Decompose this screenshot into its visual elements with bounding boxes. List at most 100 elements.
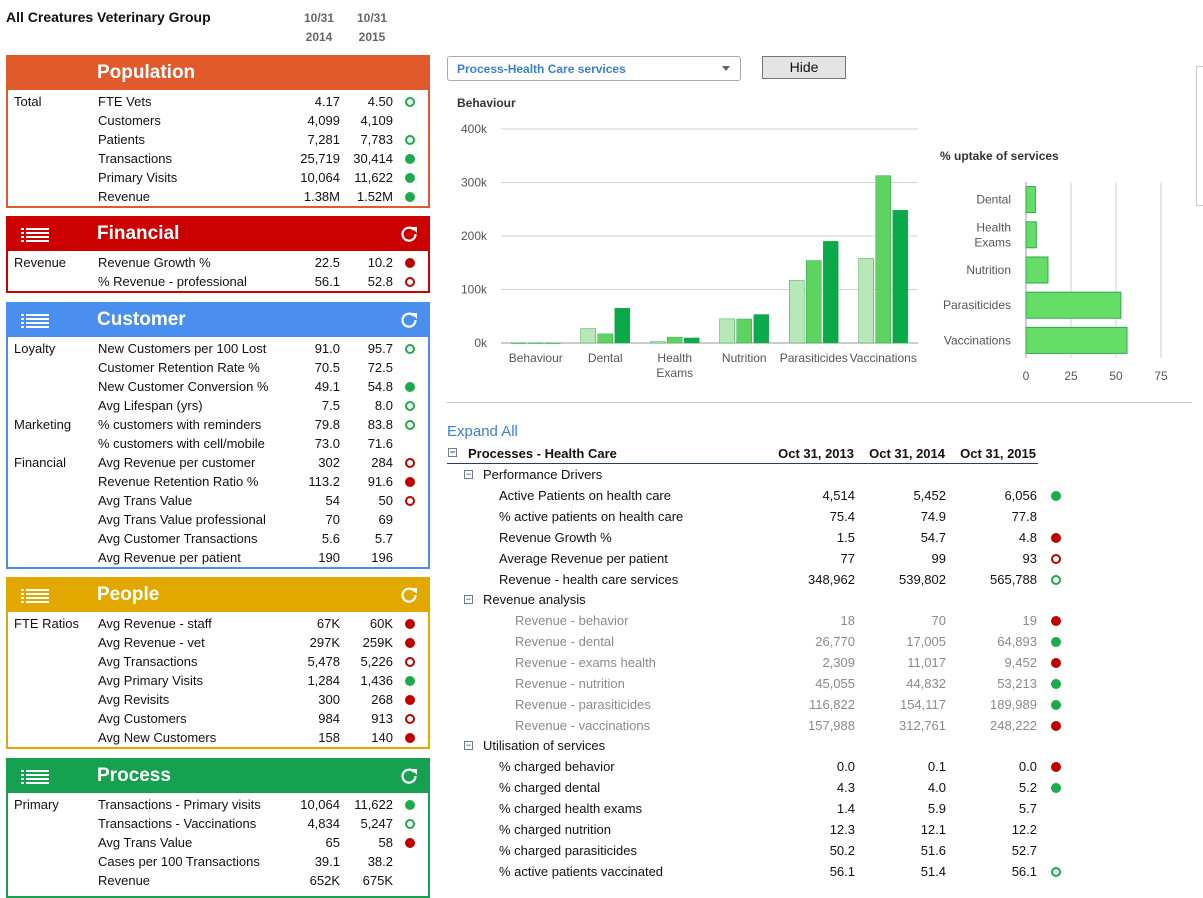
bar[interactable]	[528, 342, 544, 344]
bar[interactable]	[806, 260, 822, 344]
bar[interactable]	[650, 341, 666, 344]
refresh-icon[interactable]	[400, 311, 418, 329]
kpi-value-2014: 300	[318, 692, 340, 707]
kpi-value-2015: 58	[378, 835, 393, 850]
bar[interactable]	[545, 342, 561, 344]
collapse-icon[interactable]: −	[464, 740, 473, 750]
hide-button[interactable]: Hide	[762, 56, 846, 79]
bar[interactable]	[1025, 186, 1036, 214]
y-tick-label: 100k	[461, 283, 488, 297]
kpi-value-2014: 652K	[309, 873, 340, 888]
kpi-label: Avg Trans Value	[98, 835, 193, 850]
refresh-icon[interactable]	[400, 767, 418, 785]
kpi-value-2015: 52.8	[367, 274, 393, 289]
bar[interactable]	[1025, 291, 1122, 319]
kpi-value-2015: 268	[371, 692, 393, 707]
panel-title: Financial	[97, 223, 180, 244]
section-title: Revenue analysis	[483, 592, 586, 607]
status-indicator-icon	[405, 695, 415, 705]
table-row: Revenue - health care services 348,962 539…	[447, 569, 1067, 590]
row-label: % charged parasiticides	[499, 843, 638, 858]
collapse-icon[interactable]: −	[464, 594, 473, 604]
cell-value: 75.4	[829, 509, 855, 524]
row-label: Revenue - nutrition	[515, 676, 625, 691]
bar[interactable]	[823, 241, 839, 344]
kpi-label: Avg Transactions	[98, 654, 198, 669]
kpi-row: Avg Trans Value professional 70 69	[8, 510, 428, 529]
kpi-value-2014: 7.5	[321, 398, 340, 413]
cell-value: 44,832	[906, 676, 946, 691]
bar[interactable]	[719, 318, 735, 344]
list-menu-icon[interactable]	[21, 589, 49, 603]
kpi-label: Cases per 100 Transactions	[98, 854, 260, 869]
bar[interactable]	[580, 328, 596, 344]
kpi-row: Primary Transactions - Primary visits 10,0…	[8, 795, 428, 814]
status-indicator-icon	[405, 344, 415, 354]
table-row: Revenue - nutrition 45,055 44,832 53,213	[447, 673, 1067, 694]
bar[interactable]	[614, 308, 630, 344]
bar[interactable]	[736, 318, 752, 344]
kpi-label: Avg Trans Value professional	[98, 512, 266, 527]
table-row: Average Revenue per patient 77 99 93	[447, 548, 1067, 569]
bar[interactable]	[597, 333, 613, 344]
cell-value: 11,017	[907, 655, 946, 670]
kpi-label: New Customer Conversion %	[98, 379, 269, 394]
kpi-value-2015: 30,414	[353, 151, 393, 166]
bar[interactable]	[875, 175, 891, 344]
kpi-row: Avg Transactions 5,478 5,226	[8, 652, 428, 671]
table-row: % charged nutrition 12.3 12.1 12.2	[447, 819, 1067, 840]
bar[interactable]	[1025, 256, 1049, 284]
status-indicator-icon	[405, 192, 415, 202]
bar[interactable]	[511, 342, 527, 344]
cell-value: 5,452	[913, 488, 946, 503]
bar[interactable]	[684, 337, 700, 344]
panel-title: Process	[97, 765, 171, 786]
cell-value: 93	[1022, 551, 1037, 566]
kpi-value-2014: 297K	[309, 635, 340, 650]
cell-value: 189,989	[990, 697, 1037, 712]
kpi-group-label: Revenue	[14, 255, 67, 270]
kpi-value-2014: 39.1	[314, 854, 340, 869]
status-indicator-icon	[1051, 721, 1061, 731]
collapse-icon[interactable]: −	[464, 469, 473, 479]
status-indicator-icon	[405, 173, 415, 183]
kpi-row: Revenue Retention Ratio % 113.2 91.6	[8, 472, 428, 491]
kpi-value-2015: 54.8	[367, 379, 393, 394]
cell-value: 64,893	[997, 634, 1037, 649]
kpi-value-2015: 196	[371, 550, 393, 565]
kpi-value-2014: 25,719	[300, 151, 340, 166]
collapse-icon[interactable]: −	[448, 447, 457, 457]
y-tick-label: 400k	[461, 122, 488, 136]
kpi-value-2014: 49.1	[314, 379, 340, 394]
kpi-label: Revenue Retention Ratio %	[98, 474, 259, 489]
bar[interactable]	[858, 258, 874, 344]
cell-value: 51.6	[920, 843, 946, 858]
bar[interactable]	[753, 314, 769, 344]
status-indicator-icon	[405, 97, 415, 107]
bar[interactable]	[789, 280, 805, 344]
row-label: Revenue - parasiticides	[515, 697, 651, 712]
bar[interactable]	[667, 336, 683, 344]
cell-value: 70	[931, 613, 946, 628]
list-menu-icon[interactable]	[21, 770, 49, 784]
process-select-dropdown[interactable]: Process-Health Care services	[447, 56, 741, 81]
x-tick-label: Parasiticides	[780, 351, 848, 365]
list-menu-icon[interactable]	[21, 314, 49, 328]
cell-value: 51.4	[920, 864, 946, 879]
status-indicator-icon	[1051, 783, 1061, 793]
y-tick-label: Vaccinations	[944, 333, 1011, 347]
refresh-icon[interactable]	[400, 225, 418, 243]
x-tick-label: 50	[1109, 369, 1123, 383]
kpi-row: % customers with cell/mobile 73.0 71.6	[8, 434, 428, 453]
bar[interactable]	[1025, 221, 1037, 249]
refresh-icon[interactable]	[400, 586, 418, 604]
list-menu-icon[interactable]	[21, 228, 49, 242]
kpi-value-2015: 4.50	[367, 94, 393, 109]
kpi-label: Avg New Customers	[98, 730, 217, 745]
kpi-value-2014: 1,284	[307, 673, 340, 688]
kpi-label: Avg Revenue per customer	[98, 455, 256, 470]
expand-all-link[interactable]: Expand All	[447, 423, 518, 440]
bar[interactable]	[892, 209, 908, 344]
process-panel: Process Primary Transactions - Primary vi…	[6, 758, 430, 898]
bar[interactable]	[1025, 326, 1128, 354]
